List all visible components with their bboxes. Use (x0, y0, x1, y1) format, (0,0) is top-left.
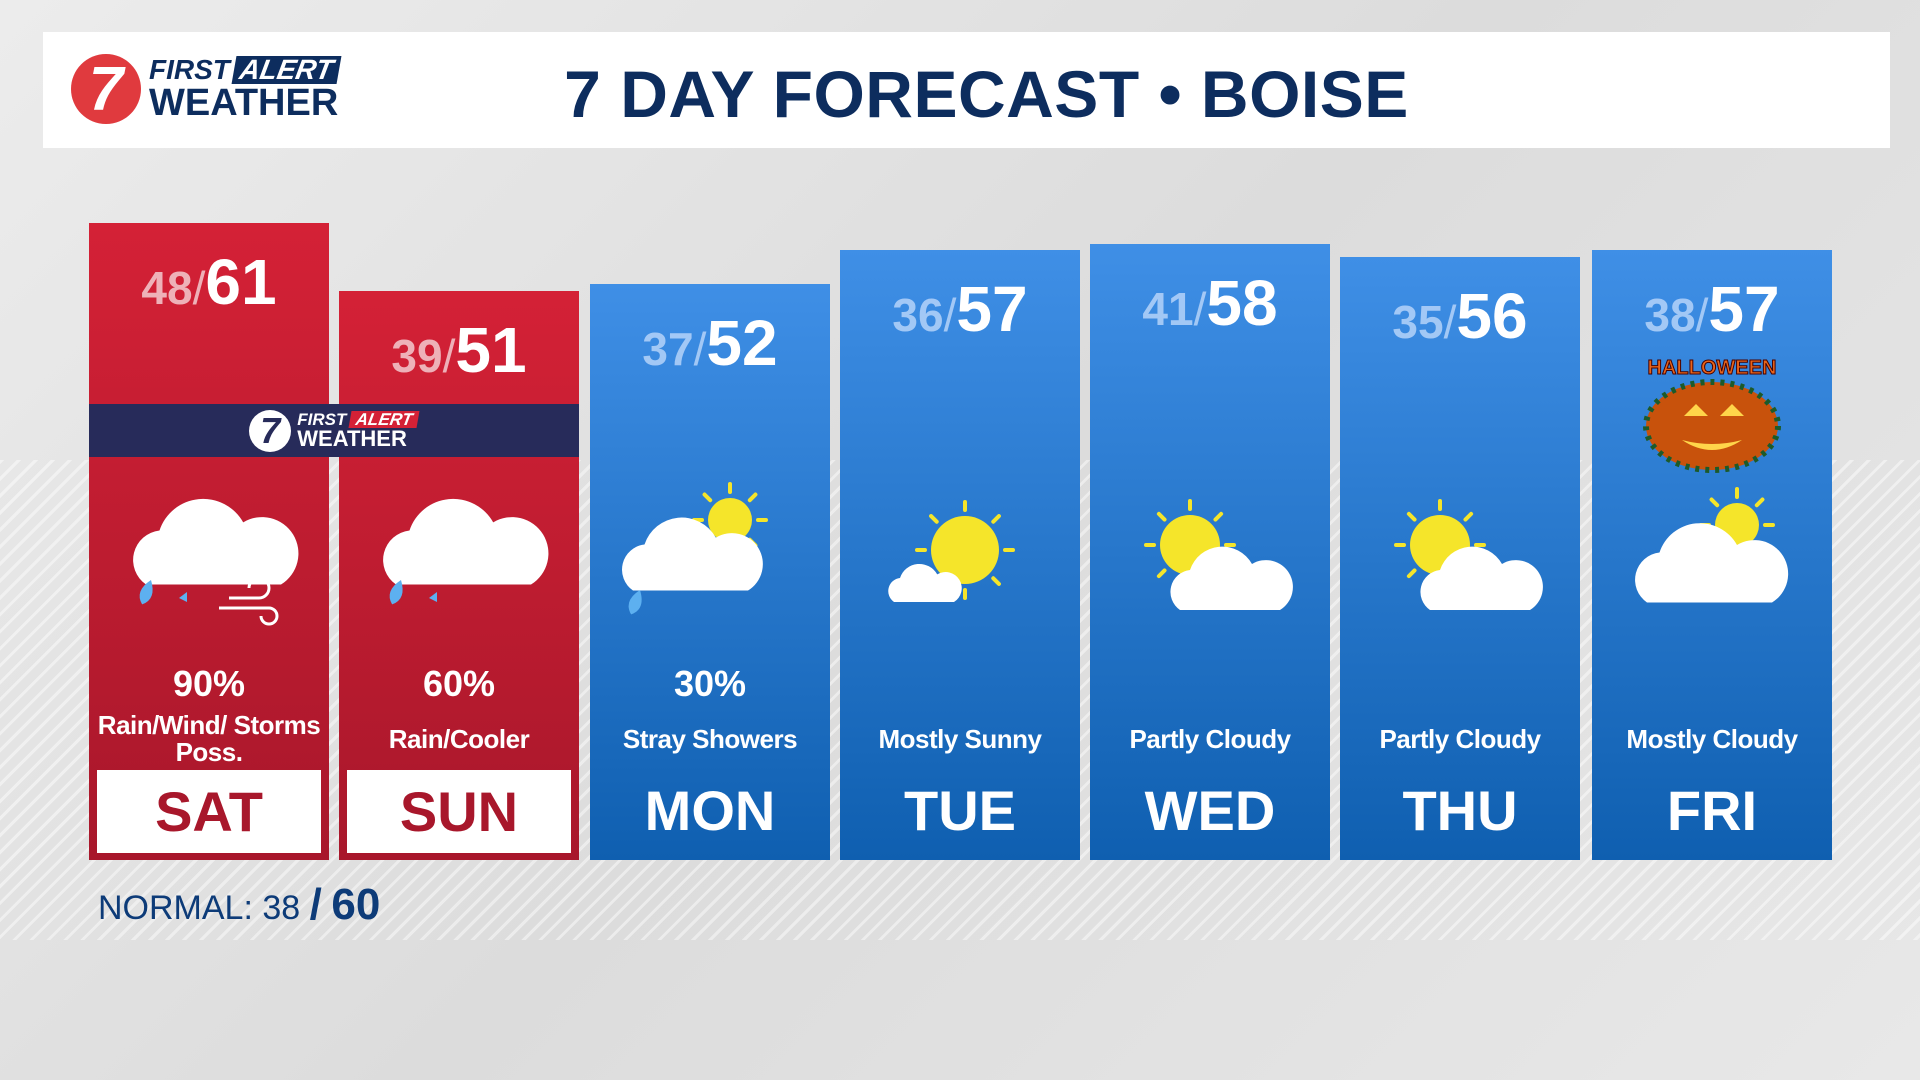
logo-first: FIRST (149, 54, 230, 85)
low-temp: 39 (391, 330, 443, 382)
page-title: 7 DAY FORECAST • BOISE (564, 57, 1409, 131)
high-temp: 52 (706, 307, 778, 379)
normal-separator: / (309, 880, 322, 929)
forecast-day-fri: 38/57 HALLOWEEN Mostly Cloudy FRI (1592, 250, 1832, 860)
high-temp: 51 (455, 314, 527, 386)
first-alert-banner: 7 FIRST ALERT WEATHER (89, 404, 579, 457)
mostly-cloudy-icon (1635, 487, 1789, 603)
temperature: 48/61 (89, 245, 329, 319)
day-label: FRI (1666, 779, 1758, 842)
temp-separator: / (442, 330, 456, 382)
forecast-day-wed: 41/58 Partly Cloudy WED (1090, 244, 1330, 860)
mostly-sunny-icon (888, 500, 1015, 602)
partly-cloudy-icon (1394, 499, 1543, 610)
day-label: SUN (347, 770, 571, 853)
temp-separator: / (192, 262, 206, 314)
temperature: 41/58 (1090, 266, 1330, 340)
high-temp: 57 (1708, 273, 1780, 345)
precip-chance: 90% (172, 663, 246, 704)
day-label: SAT (97, 770, 321, 853)
temp-separator: / (943, 289, 957, 341)
normal-label: NORMAL: (98, 889, 253, 927)
day-label: WED (1144, 779, 1276, 842)
precip-chance: 60% (422, 663, 496, 704)
forecast-day-sat: 48/61 90% Rain/Wind/ Storms Poss. SAT (89, 223, 329, 860)
temperature: 36/57 (840, 272, 1080, 346)
temp-separator: / (1695, 289, 1709, 341)
logo-weather: WEATHER (149, 82, 339, 124)
channel-7-logo: 7 (71, 54, 141, 124)
low-temp: 41 (1142, 283, 1194, 335)
rain-cloud-icon (383, 498, 549, 605)
halloween-pumpkin-icon: HALLOWEEN (1643, 357, 1781, 473)
day-label: TUE (904, 779, 1016, 842)
temperature: 38/57 (1592, 272, 1832, 346)
high-temp: 61 (205, 246, 277, 318)
condition: Stray Showers (622, 724, 798, 754)
condition: Partly Cloudy (1379, 724, 1541, 754)
halloween-badge: HALLOWEEN (1648, 357, 1777, 379)
sun-cloud-shower-icon (622, 482, 768, 615)
banner-first: FIRST (297, 410, 347, 429)
banner-alert: ALERT (348, 410, 421, 429)
day-label: MON (644, 779, 776, 842)
low-temp: 48 (141, 262, 193, 314)
normal-temps: NORMAL: 38 / 60 (98, 880, 380, 930)
high-temp: 56 (1456, 280, 1528, 352)
header: 7 FIRST ALERT WEATHER 7 DAY FORECAST • BO… (43, 32, 1890, 148)
forecast-day-sun: 39/51 60% Rain/Cooler SUN (339, 291, 579, 860)
temp-separator: / (1193, 283, 1207, 335)
high-temp: 58 (1206, 267, 1278, 339)
day-label: THU (1402, 779, 1518, 842)
condition: Rain/Cooler (388, 724, 530, 754)
precip-chance: 30% (673, 663, 747, 704)
low-temp: 37 (642, 323, 694, 375)
temp-separator: / (1443, 296, 1457, 348)
partly-cloudy-icon (1144, 499, 1293, 610)
temperature: 35/56 (1340, 279, 1580, 353)
normal-low: 38 (262, 889, 301, 927)
low-temp: 35 (1392, 296, 1444, 348)
rain-wind-cloud-icon (133, 498, 299, 626)
forecast-day-thu: 35/56 Partly Cloudy THU (1340, 257, 1580, 860)
temp-separator: / (693, 323, 707, 375)
channel-7-logo: 7 (249, 409, 292, 452)
temperature: 39/51 (339, 313, 579, 387)
low-temp: 36 (892, 289, 944, 341)
forecast-day-tue: 36/57 Mostly Sunny TUE (840, 250, 1080, 860)
condition: Mostly Cloudy (1626, 724, 1798, 754)
high-temp: 57 (956, 273, 1028, 345)
banner-weather: WEATHER (297, 426, 407, 451)
low-temp: 38 (1644, 289, 1696, 341)
condition: Rain/Wind/ Storms Poss. (97, 710, 321, 767)
condition: Partly Cloudy (1129, 724, 1291, 754)
forecast-day-mon: 37/52 30% Stray Showers MON (590, 284, 830, 860)
temperature: 37/52 (590, 306, 830, 380)
condition: Mostly Sunny (878, 724, 1042, 754)
first-alert-logo: 7 FIRST ALERT WEATHER (71, 54, 342, 124)
normal-high: 60 (331, 880, 381, 929)
